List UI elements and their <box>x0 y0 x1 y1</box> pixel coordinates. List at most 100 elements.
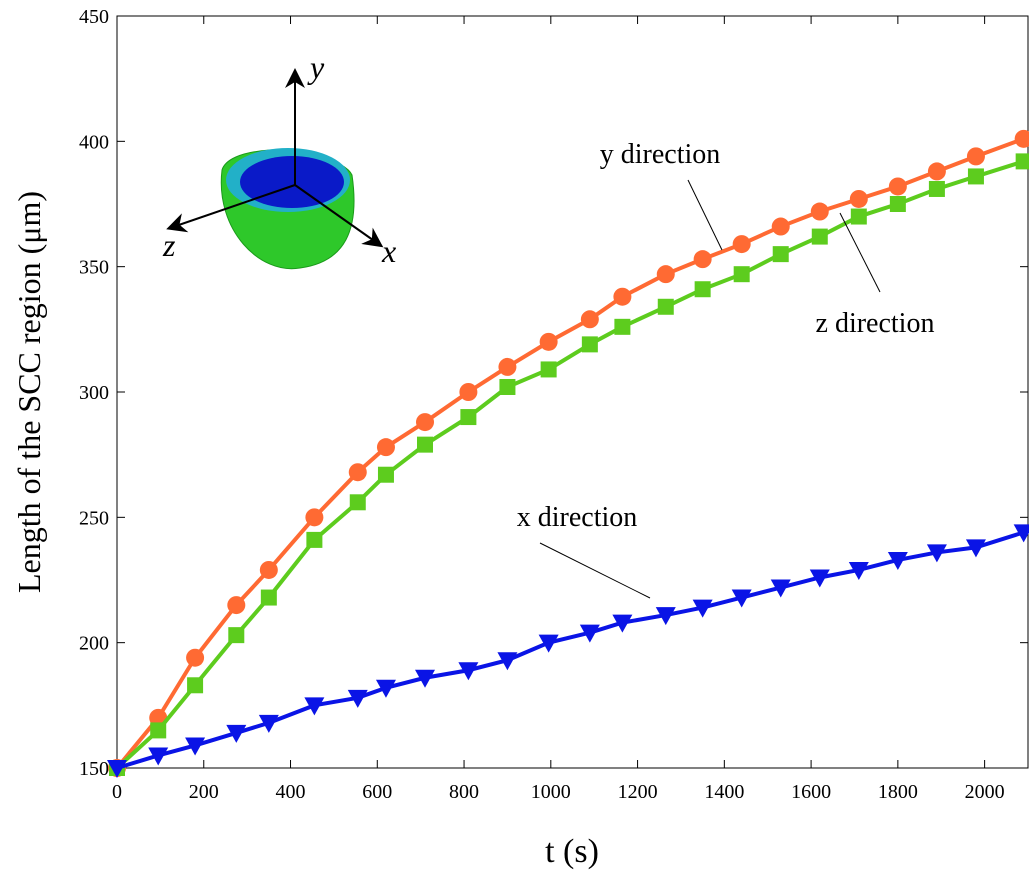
marker <box>539 332 558 351</box>
marker <box>498 357 517 376</box>
marker <box>258 714 279 733</box>
marker <box>967 168 984 185</box>
marker <box>657 298 674 315</box>
marker <box>304 697 325 716</box>
marker <box>772 246 789 263</box>
marker <box>926 544 947 563</box>
marker <box>888 177 907 196</box>
marker <box>889 196 906 212</box>
annotation: x direction <box>517 502 638 533</box>
marker <box>656 265 675 284</box>
marker <box>377 466 394 483</box>
marker <box>579 624 600 643</box>
marker <box>347 689 368 708</box>
x-tick-label: 2000 <box>965 781 1005 803</box>
marker <box>692 599 713 618</box>
y-tick-label: 150 <box>79 758 109 780</box>
x-tick-label: 1400 <box>704 781 744 803</box>
series-line <box>116 530 1025 770</box>
y-tick-label: 200 <box>79 633 109 655</box>
y-tick-label: 250 <box>79 507 109 529</box>
marker <box>655 607 676 626</box>
x-tick-label: 1800 <box>878 781 918 803</box>
marker <box>811 228 828 245</box>
x-tick-label: 200 <box>189 781 219 803</box>
y-tick-label: 400 <box>79 131 109 153</box>
marker <box>1014 129 1029 148</box>
marker <box>458 662 479 681</box>
y-tick-label: 350 <box>79 257 109 279</box>
y-axis-label: Length of the SCC region (μm) <box>11 191 47 593</box>
marker <box>538 634 559 653</box>
marker <box>612 614 633 633</box>
marker <box>150 722 167 739</box>
marker <box>227 596 246 615</box>
marker <box>415 669 436 688</box>
marker <box>1015 153 1029 170</box>
inset-axis-label: y <box>307 49 325 85</box>
marker <box>348 463 367 482</box>
marker <box>460 409 477 426</box>
x-tick-label: 1600 <box>791 781 831 803</box>
marker <box>850 208 867 225</box>
marker <box>417 436 434 453</box>
marker <box>966 147 985 166</box>
x-tick-label: 400 <box>276 781 306 803</box>
marker <box>809 569 830 588</box>
x-tick-label: 1200 <box>618 781 658 803</box>
marker <box>185 737 206 756</box>
x-tick-label: 600 <box>362 781 392 803</box>
marker <box>107 760 127 778</box>
x-axis-label: t (s) <box>545 833 599 870</box>
y-tick-label: 300 <box>79 382 109 404</box>
marker <box>614 318 631 335</box>
x-tick-label: 800 <box>449 781 479 803</box>
marker <box>305 508 324 527</box>
marker <box>694 281 711 298</box>
marker <box>349 494 366 511</box>
marker <box>148 747 169 766</box>
marker <box>375 679 396 698</box>
x-tick-label: 0 <box>112 781 122 803</box>
inset-axis-label: x <box>381 233 396 269</box>
marker <box>540 361 557 378</box>
inset-shell <box>166 68 384 270</box>
marker <box>186 648 205 667</box>
plot-frame <box>116 15 1029 769</box>
annotation-line <box>539 542 651 599</box>
marker <box>770 579 791 598</box>
annotation: z direction <box>816 308 935 339</box>
marker <box>226 724 247 743</box>
marker <box>499 378 516 395</box>
marker <box>965 539 986 558</box>
marker <box>1013 524 1029 543</box>
y-tick-label: 450 <box>79 6 109 28</box>
marker <box>228 627 245 644</box>
marker <box>306 531 323 548</box>
marker <box>733 266 750 283</box>
marker <box>376 438 395 457</box>
marker <box>732 235 751 254</box>
x-tick-label: 1000 <box>531 781 571 803</box>
marker <box>928 180 945 197</box>
marker <box>459 383 478 401</box>
inset-axis-label: z <box>162 227 176 263</box>
marker <box>927 162 946 181</box>
marker <box>581 336 598 353</box>
marker <box>187 677 204 694</box>
marker <box>731 589 752 608</box>
marker <box>887 551 908 570</box>
marker <box>259 560 278 579</box>
marker <box>613 287 632 306</box>
marker <box>693 250 712 269</box>
marker <box>580 310 599 329</box>
marker <box>260 589 277 606</box>
annotation: y direction <box>600 139 721 170</box>
marker <box>416 413 435 432</box>
marker <box>497 652 518 671</box>
marker <box>849 189 868 208</box>
annotation-line <box>687 179 723 251</box>
marker <box>848 561 869 580</box>
marker <box>771 217 790 236</box>
